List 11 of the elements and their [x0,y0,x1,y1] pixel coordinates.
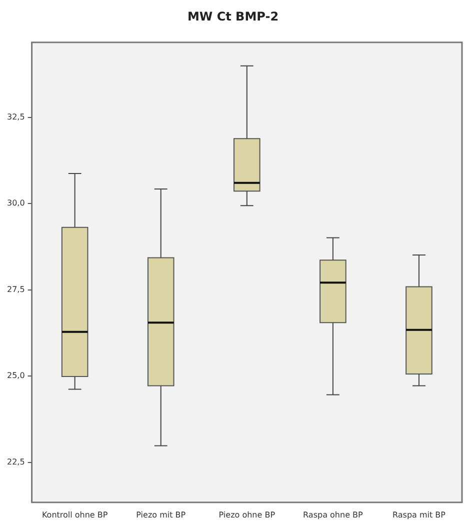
y-tick-label: 32,5 [7,112,25,122]
x-tick-label: Piezo mit BP [136,510,186,520]
y-tick-label: 30,0 [7,198,25,208]
x-tick-label: Raspa mit BP [392,510,446,520]
y-tick-label: 22,5 [7,457,25,466]
y-tick-label: 25,0 [7,371,25,380]
x-tick-label: Kontroll ohne BP [42,510,108,520]
x-tick-label: Raspa ohne BP [303,510,364,520]
chart-title: MW Ct BMP-2 [187,9,279,24]
y-tick-label: 27,5 [7,284,25,294]
x-tick-label: Piezo ohne BP [218,510,276,520]
